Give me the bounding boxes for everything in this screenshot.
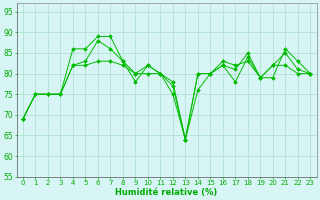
- X-axis label: Humidité relative (%): Humidité relative (%): [116, 188, 218, 197]
